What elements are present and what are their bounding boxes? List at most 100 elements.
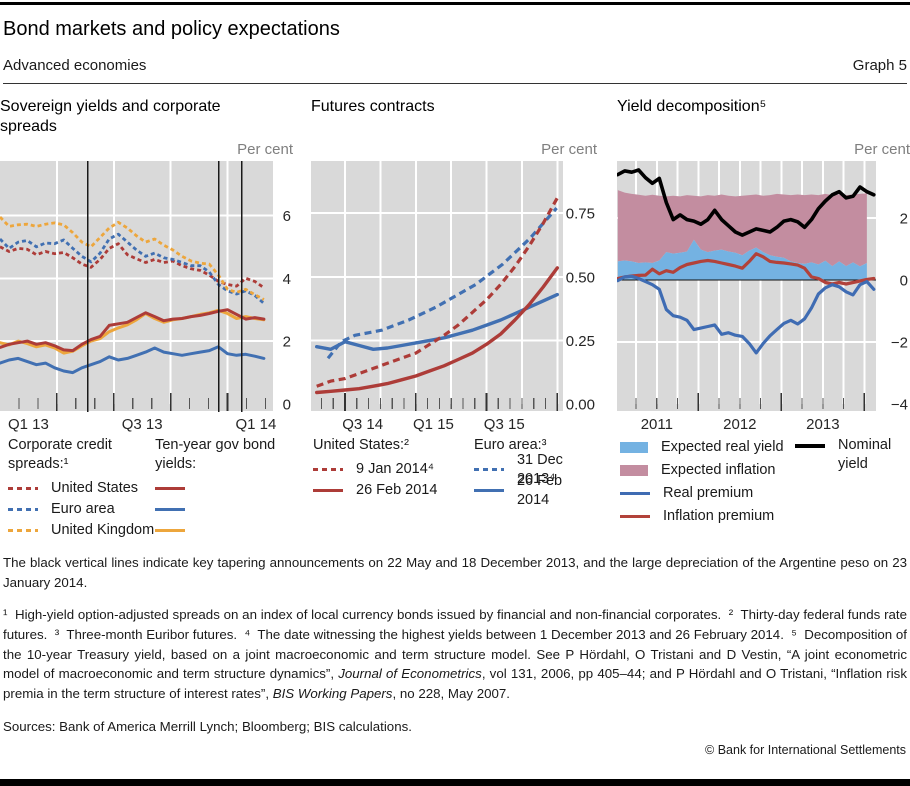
panel-title-futures: Futures contracts <box>311 98 435 115</box>
legend-swatch-dash-icon <box>313 467 343 472</box>
x-axis-label: Q1 14 <box>236 416 277 433</box>
x-axis-label: 2013 <box>806 416 839 433</box>
panel-sovereign-yields: Sovereign yields and corporate spreads P… <box>0 97 293 541</box>
legend-swatch-solid-icon <box>473 488 504 493</box>
legend-swatch-area-icon <box>620 442 648 453</box>
y-axis-label: 0.50 <box>566 269 595 286</box>
legend-swatch-solid-icon <box>155 486 186 491</box>
graph-number-label: Graph 5 <box>852 57 907 74</box>
series-united-states-9-jan-2014 <box>316 197 559 388</box>
panel-title-decomposition: Yield decomposition⁵ <box>617 98 767 115</box>
footnote-italic-text: Journal of Econometrics <box>338 666 482 682</box>
x-axis-label: Q1 13 <box>8 416 49 433</box>
legend-swatch-dash-icon <box>8 486 38 491</box>
panel-futures-contracts: Futures contracts Per cent 0.00 0.25 0.50 0… <box>311 97 597 541</box>
legend-swatch-solid-icon <box>795 444 825 448</box>
legend-label: United States <box>51 480 139 496</box>
sources-line: Sources: Bank of America Merrill Lynch; … <box>3 718 412 734</box>
x-axis-label: 2012 <box>723 416 756 433</box>
legend-label: Nominal yield <box>838 437 892 472</box>
y-axis-label: 0.00 <box>566 397 595 414</box>
legend-item <box>155 478 293 499</box>
legend-item: United States <box>8 478 155 499</box>
chart-yield-decomposition: −4 −2 0 2 2011 2012 2013 <box>617 161 908 433</box>
legend-label: 26 Feb 2014 <box>516 472 563 508</box>
series-united-states-26-feb-2014 <box>314 266 560 395</box>
footnote-event-lines: The black vertical lines indicate key ta… <box>3 555 907 590</box>
legend-header: Corporate credit spreads:¹ <box>8 437 112 472</box>
footnote-italic-text: BIS Working Papers <box>272 686 393 702</box>
axis-unit-label: Per cent <box>541 141 597 158</box>
y-axis-label: 2 <box>900 211 908 228</box>
copyright-line: © Bank for International Settlements <box>705 742 906 757</box>
legend-item: Inflation premium <box>620 505 795 528</box>
legend-header: Ten-year gov bond yields: <box>155 437 276 472</box>
header: Bond markets and policy expectations Adv… <box>0 18 910 84</box>
x-axis-label: Q3 13 <box>122 416 163 433</box>
panel-yield-decomposition: Yield decomposition⁵ Per cent −4 −2 0 2 2011… <box>617 97 910 541</box>
footnote-text: , vol 131, 2006, pp 405–44; and P Hördah… <box>3 666 907 702</box>
axis-unit-label: Per cent <box>237 141 293 158</box>
legend-item: 26 Feb 2014 <box>473 473 597 508</box>
y-axis-label: 6 <box>283 208 291 225</box>
legend-swatch-dash-icon <box>473 467 504 472</box>
y-axis-label: 4 <box>283 271 291 288</box>
legend-item: United Kingdom <box>8 520 155 541</box>
series-united-states-ten-year-yield <box>0 308 266 353</box>
legend-label: United Kingdom <box>51 522 155 538</box>
legend-swatch-solid-icon <box>155 507 186 512</box>
plot-background <box>311 161 563 411</box>
series-united-kingdom-corporate-credit-spread <box>0 216 265 301</box>
legend-swatch-dash-icon <box>8 528 38 533</box>
series-real-premium <box>617 274 876 355</box>
legend-column: Expected real yield Expected inflation Rea… <box>620 436 795 528</box>
footnote-details: ¹ High-yield option-adjusted spreads on … <box>3 605 907 703</box>
legend-column: Euro area:³ 31 Dec 2013⁴ 26 Feb 2014 <box>473 436 597 508</box>
legend-sovereign: Corporate credit spreads:¹ United States E… <box>0 436 293 541</box>
legend-item <box>155 520 293 541</box>
series-euro-area-31-dec-2013 <box>326 207 558 360</box>
legend-label: Inflation premium <box>663 508 775 524</box>
series-nominal-yield <box>617 168 876 237</box>
series-united-states-corporate-credit-spread <box>0 242 265 289</box>
legend-swatch-solid-icon <box>620 514 650 519</box>
series-euro-area-corporate-credit-spread <box>0 232 265 305</box>
legend-swatch-solid-icon <box>155 528 186 533</box>
legend-swatch-solid-icon <box>313 488 343 493</box>
x-axis-label: 2011 <box>641 416 673 433</box>
legend-swatch-solid-icon <box>620 491 650 496</box>
legend-column: Ten-year gov bond yields: <box>155 436 293 541</box>
page-title: Bond markets and policy expectations <box>3 18 340 40</box>
x-axis-label: Q3 14 <box>342 416 383 433</box>
legend-header: Euro area:³ <box>473 437 547 453</box>
legend-label: Real premium <box>663 485 754 501</box>
legend-item: Real premium <box>620 482 795 505</box>
x-axis-label: Q3 15 <box>484 416 525 433</box>
legend-label: 9 Jan 2014⁴ <box>356 461 434 477</box>
legend-item: Expected real yield <box>620 436 795 459</box>
legend-item: 9 Jan 2014⁴ <box>313 459 474 480</box>
legend-item: Expected inflation <box>620 459 795 482</box>
axis-unit-label: Per cent <box>854 141 910 158</box>
legend-label: Euro area <box>51 501 115 517</box>
y-axis-label: 0.25 <box>566 333 595 350</box>
legend-swatch-area-icon <box>620 465 648 476</box>
legend-decomposition: Expected real yield Expected inflation Rea… <box>617 436 910 528</box>
footnotes: The black vertical lines indicate key ta… <box>0 553 910 704</box>
footnote-text: , no 228, May 2007. <box>392 686 510 702</box>
area-expected-inflation-band <box>617 190 867 267</box>
y-axis-label: 0 <box>900 273 908 290</box>
y-axis-label: −4 <box>891 397 908 414</box>
legend-item: Euro area <box>8 499 155 520</box>
top-rule <box>0 2 910 5</box>
chart-futures-contracts: 0.00 0.25 0.50 0.75 Q3 14 Q1 15 Q3 15 <box>311 161 595 433</box>
legend-column: United States:² 9 Jan 2014⁴ 26 Feb 2014 <box>313 436 474 501</box>
footnote-text: ¹ High-yield option-adjusted spreads on … <box>3 607 907 682</box>
legend-label: 26 Feb 2014 <box>356 482 438 498</box>
bottom-rule <box>0 779 910 786</box>
legend-swatch-dash-icon <box>8 507 38 512</box>
subtitle: Advanced economies <box>3 57 147 74</box>
charts-row: Sovereign yields and corporate spreads P… <box>0 97 910 541</box>
panel-title-sovereign: Sovereign yields and corporate spreads <box>0 98 221 136</box>
legend-item <box>155 499 293 520</box>
